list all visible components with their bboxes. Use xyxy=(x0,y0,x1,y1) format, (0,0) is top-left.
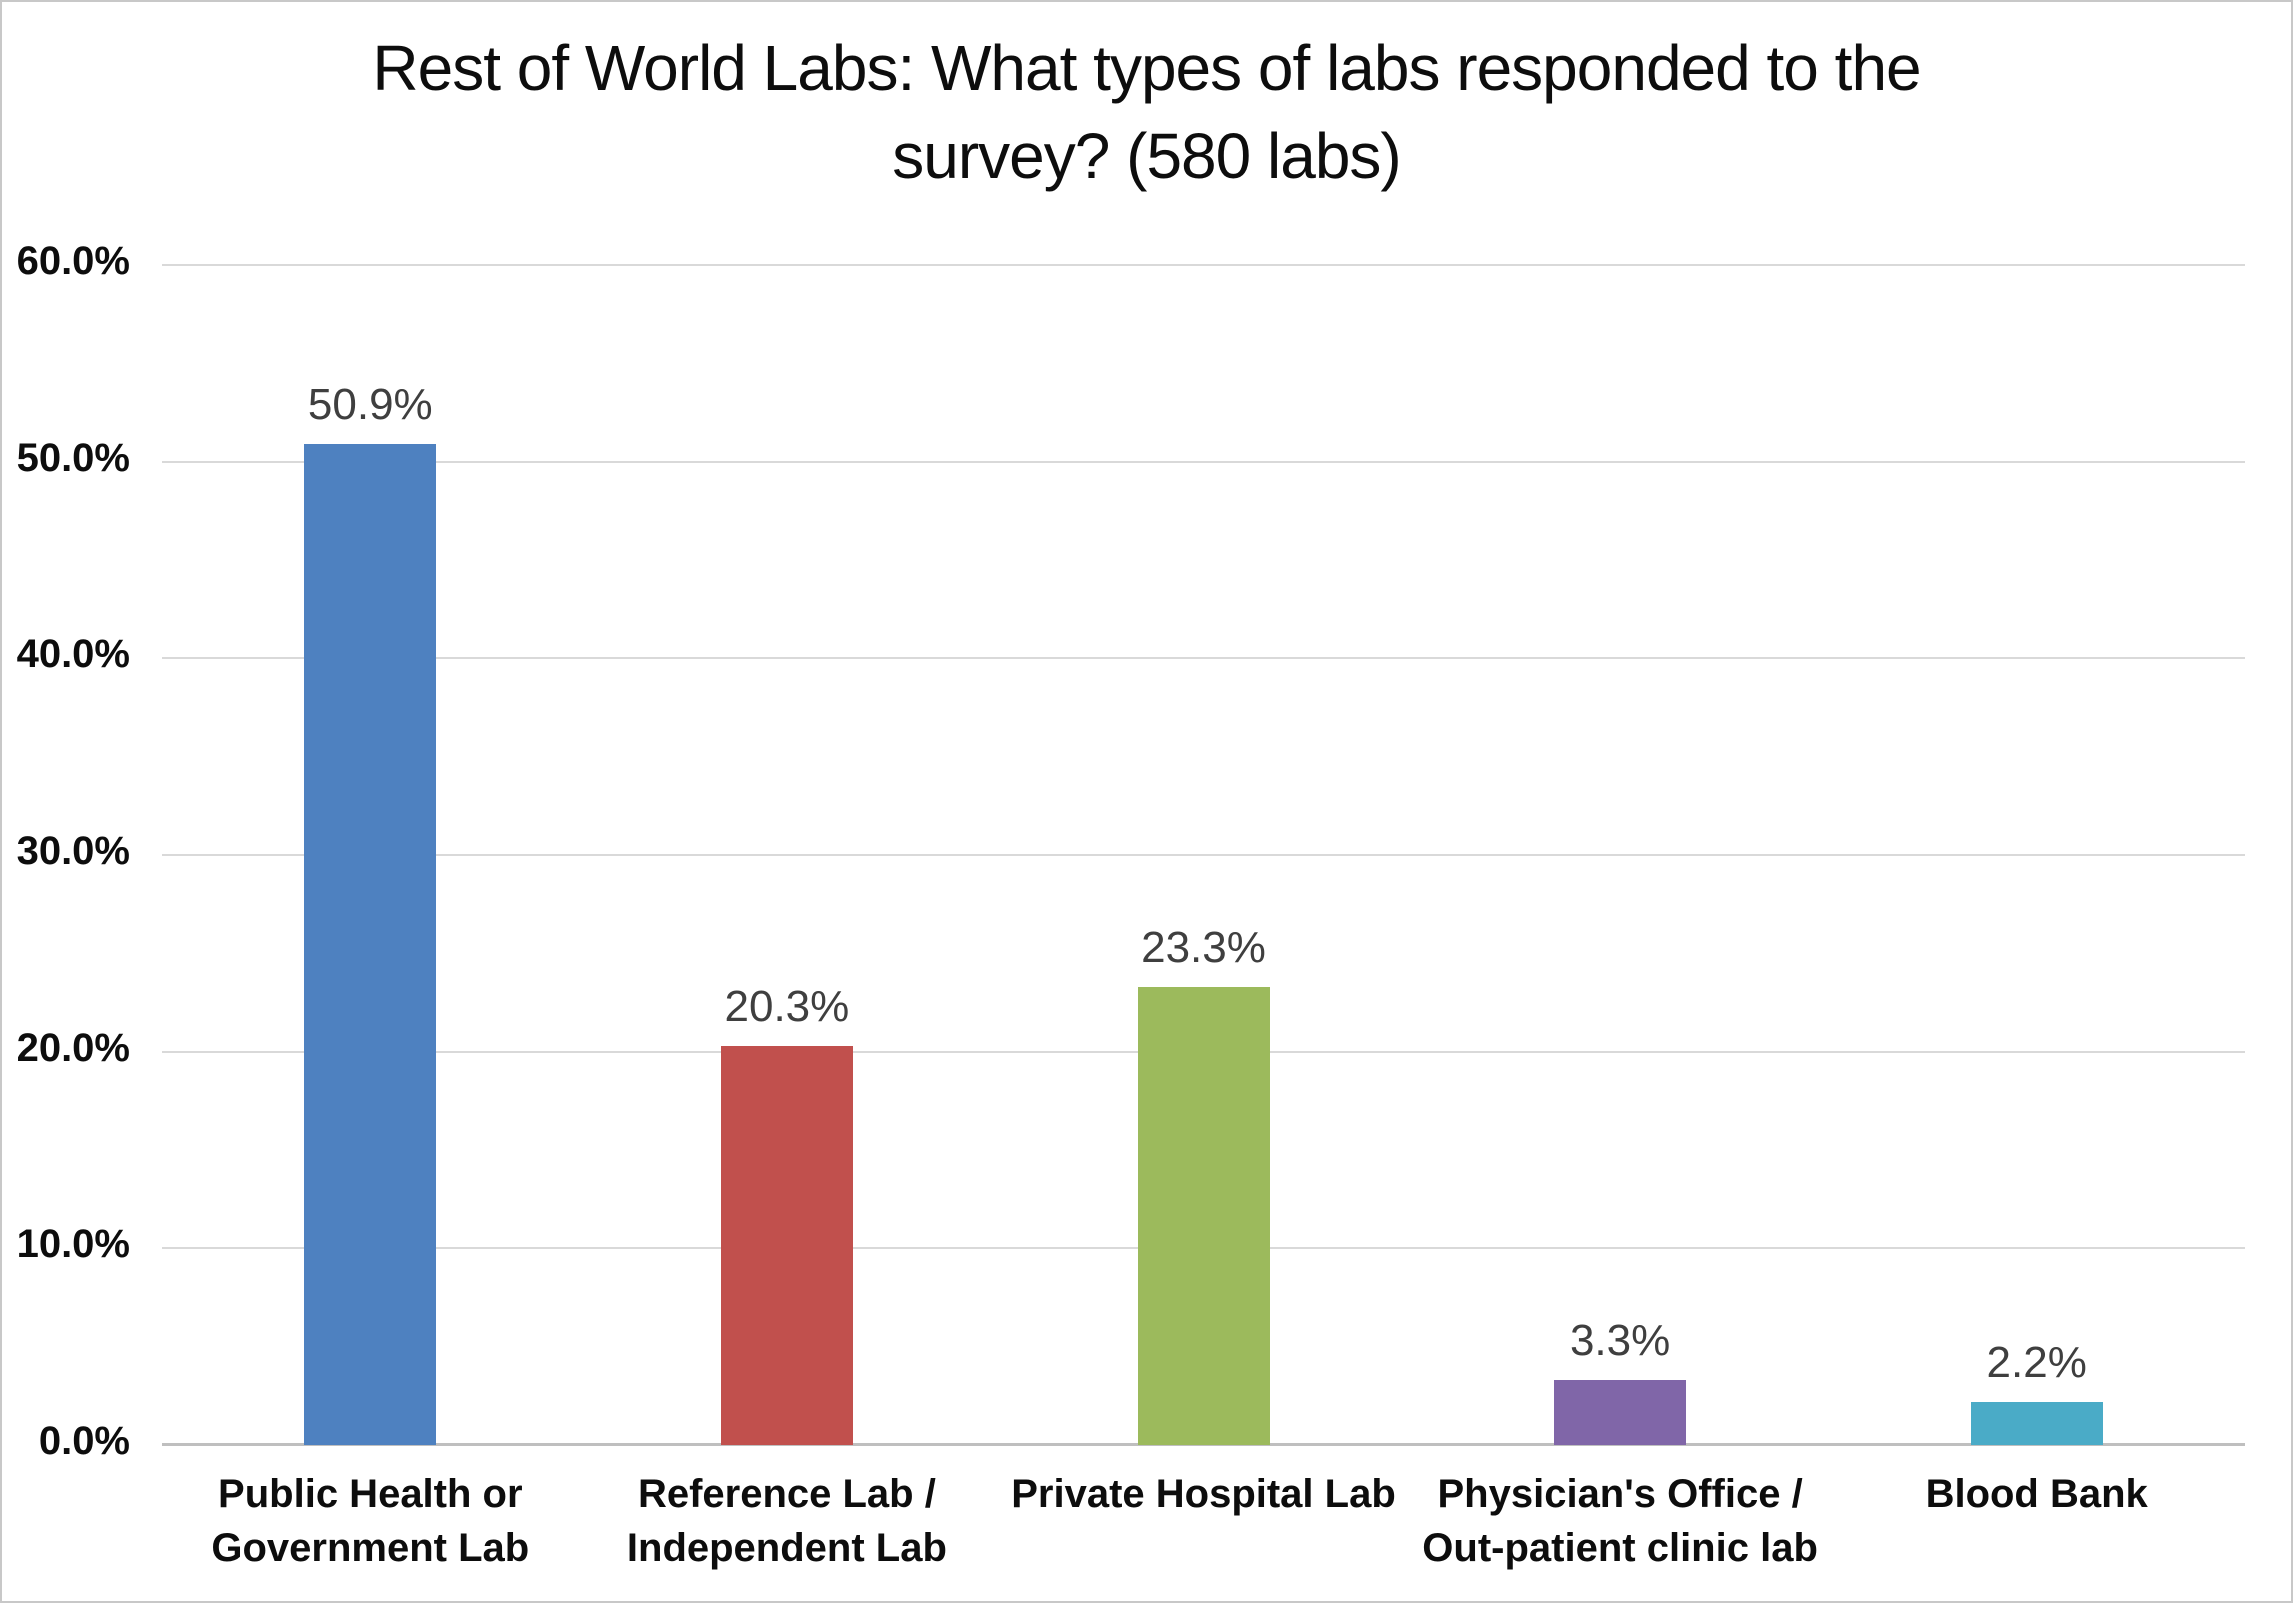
bar-2-private-hospital-lab xyxy=(1137,986,1270,1445)
y-tick-label-0: 0.0% xyxy=(38,1419,130,1463)
category-label-3-line-2: Out-patient clinic lab xyxy=(1422,1526,1818,1570)
value-label-2: 23.3% xyxy=(1141,922,1266,972)
value-label-3: 3.3% xyxy=(1569,1316,1671,1366)
gridline-60 xyxy=(162,264,2245,266)
bar-3-physician-s-office-out-patient-clinic-lab xyxy=(1554,1380,1687,1445)
y-tick-label-20: 20.0% xyxy=(16,1025,130,1070)
gridline-40 xyxy=(162,657,2245,660)
y-tick-label-50: 50.0% xyxy=(16,435,130,480)
chart-title-line-1: Rest of World Labs: What types of labs r… xyxy=(372,32,1921,104)
plot-area: 50.9% 20.3% 23.3% 3.3% 2.2% xyxy=(162,264,2245,1446)
category-label-0-line-1: Public Health or xyxy=(218,1472,523,1516)
y-tick-label-60: 60.0% xyxy=(16,239,130,283)
y-tick-label-40: 40.0% xyxy=(16,632,130,677)
gridline-50 xyxy=(162,460,2245,463)
category-label-1-line-2: Independent Lab xyxy=(626,1526,947,1570)
value-label-1: 20.3% xyxy=(724,981,850,1031)
chart-title-line-2: survey? (580 labs) xyxy=(892,120,1401,193)
chart-title: Rest of World Labs: What types of labs r… xyxy=(2,24,2291,201)
value-label-0: 50.9% xyxy=(307,379,433,429)
category-label-1-line-1: Reference Lab / xyxy=(637,1472,936,1516)
y-tick-label-30: 30.0% xyxy=(16,829,130,873)
category-label-0-line-2: Government Lab xyxy=(211,1526,530,1570)
category-label-3: Physician's Office / Out-patient clinic l… xyxy=(1400,1467,1840,1575)
bar-0-public-health-or-government-lab xyxy=(304,443,437,1445)
category-label-3-line-1: Physician's Office / xyxy=(1437,1472,1803,1516)
y-tick-label-10: 10.0% xyxy=(16,1222,130,1267)
gridline-30 xyxy=(162,854,2245,856)
category-label-2-line-1: Private Hospital Lab xyxy=(1011,1472,1396,1516)
bar-4-blood-bank xyxy=(1970,1401,2103,1445)
category-label-0: Public Health or Government Lab xyxy=(150,1467,590,1575)
category-label-1: Reference Lab / Independent Lab xyxy=(567,1467,1007,1575)
bar-1-reference-lab-independent-lab xyxy=(720,1045,853,1445)
category-label-4: Blood Bank xyxy=(1817,1467,2257,1521)
value-label-4: 2.2% xyxy=(1986,1337,2087,1387)
category-label-2: Private Hospital Lab xyxy=(984,1467,1424,1521)
category-label-4-line-1: Blood Bank xyxy=(1925,1472,2148,1516)
